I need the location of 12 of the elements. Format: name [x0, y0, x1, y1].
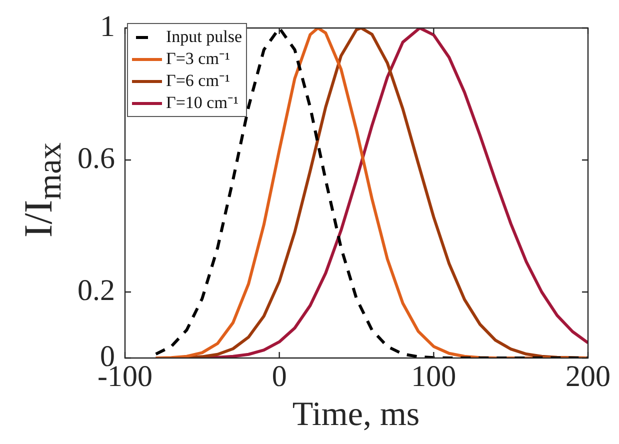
legend-label: Γ=6 cm⁻¹	[166, 70, 230, 92]
line-series	[154, 28, 588, 358]
x-tick-label: 100	[411, 360, 456, 393]
legend-label: Γ=3 cm⁻¹	[166, 48, 230, 70]
x-tick-label: 0	[272, 360, 287, 393]
x-axis-title: Time, ms	[292, 396, 420, 434]
legend-label: Γ=10 cm⁻¹	[166, 92, 239, 114]
y-tick-label: 0.2	[78, 274, 115, 307]
x-tick-label: 200	[566, 360, 610, 393]
y-tick-label: 1	[100, 10, 115, 43]
y-tick-label: 0.6	[78, 142, 115, 175]
legend-label: Input pulse	[166, 26, 242, 48]
